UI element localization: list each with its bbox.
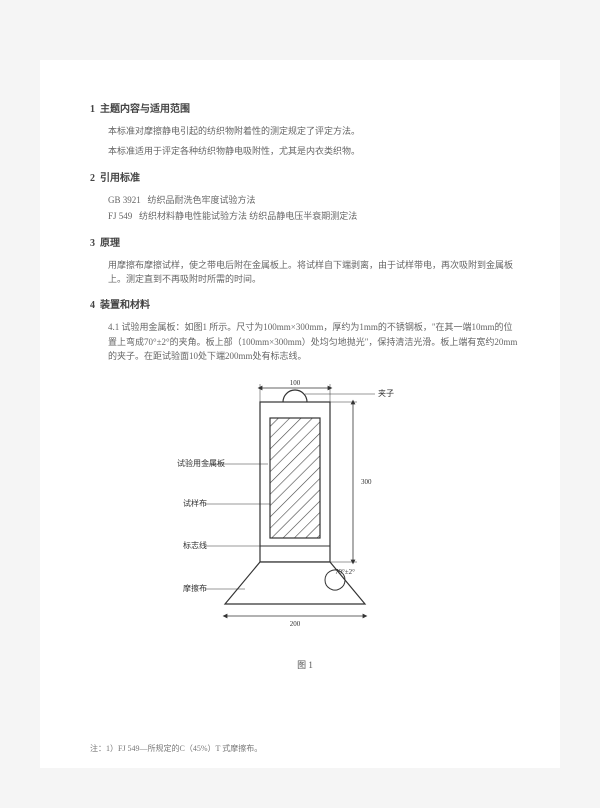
reference-1-code: GB 3921: [108, 195, 141, 205]
section-2-heading: 2 引用标准: [90, 171, 520, 187]
svg-text:70°±2°: 70°±2°: [335, 568, 355, 576]
section-4-heading: 4 装置和材料: [90, 298, 520, 314]
svg-text:300: 300: [361, 478, 372, 486]
svg-text:试验用金属板: 试验用金属板: [177, 458, 225, 468]
svg-text:100: 100: [290, 379, 301, 387]
section-1-para-2: 本标准适用于评定各种纺织物静电吸附性，尤其是内衣类织物。: [108, 144, 520, 158]
section-1-title: 主题内容与适用范围: [100, 104, 190, 115]
reference-1-text: 纺织品耐洗色牢度试验方法: [148, 195, 256, 205]
footnote-1: 注：1）FJ 549—所规定的C（45%）T 式摩擦布。: [90, 743, 262, 756]
figure-1-caption: 图 1: [90, 658, 520, 672]
figure-1-diagram: 100 300 200 夹子 试验用金属板 试样布 标志线 摩擦布 70°±2°: [175, 374, 435, 654]
document-page: 1 主题内容与适用范围 本标准对摩擦静电引起的纺织物附着性的测定规定了评定方法。…: [40, 60, 560, 768]
section-1-num: 1: [90, 104, 95, 115]
section-4-title: 装置和材料: [100, 300, 150, 311]
svg-text:200: 200: [290, 620, 301, 628]
section-3-num: 3: [90, 238, 95, 249]
svg-text:试样布: 试样布: [183, 498, 207, 508]
section-3-para-1: 用摩擦布摩擦试样，使之带电后附在金属板上。将试样自下端剥离，由于试样带电，再次吸…: [108, 258, 520, 287]
svg-text:夹子: 夹子: [378, 388, 394, 398]
section-1-heading: 1 主题内容与适用范围: [90, 102, 520, 118]
svg-text:摩擦布: 摩擦布: [183, 583, 207, 593]
section-4-para-1: 4.1 试验用金属板：如图1 所示。尺寸为100mm×300mm，厚约为1mm的…: [108, 320, 520, 363]
figure-1-wrap: 100 300 200 夹子 试验用金属板 试样布 标志线 摩擦布 70°±2°: [90, 374, 520, 654]
reference-2: FJ 549 纺织材料静电性能试验方法 纺织品静电压半衰期测定法: [108, 209, 520, 223]
section-1-para-1: 本标准对摩擦静电引起的纺织物附着性的测定规定了评定方法。: [108, 124, 520, 138]
section-2-num: 2: [90, 173, 95, 184]
section-3-heading: 3 原理: [90, 236, 520, 252]
section-2-title: 引用标准: [100, 173, 140, 184]
reference-2-text: 纺织材料静电性能试验方法 纺织品静电压半衰期测定法: [139, 211, 357, 221]
section-3-title: 原理: [100, 238, 120, 249]
svg-text:标志线: 标志线: [183, 540, 207, 550]
section-4-num: 4: [90, 300, 95, 311]
reference-1: GB 3921 纺织品耐洗色牢度试验方法: [108, 193, 520, 207]
reference-2-code: FJ 549: [108, 211, 132, 221]
